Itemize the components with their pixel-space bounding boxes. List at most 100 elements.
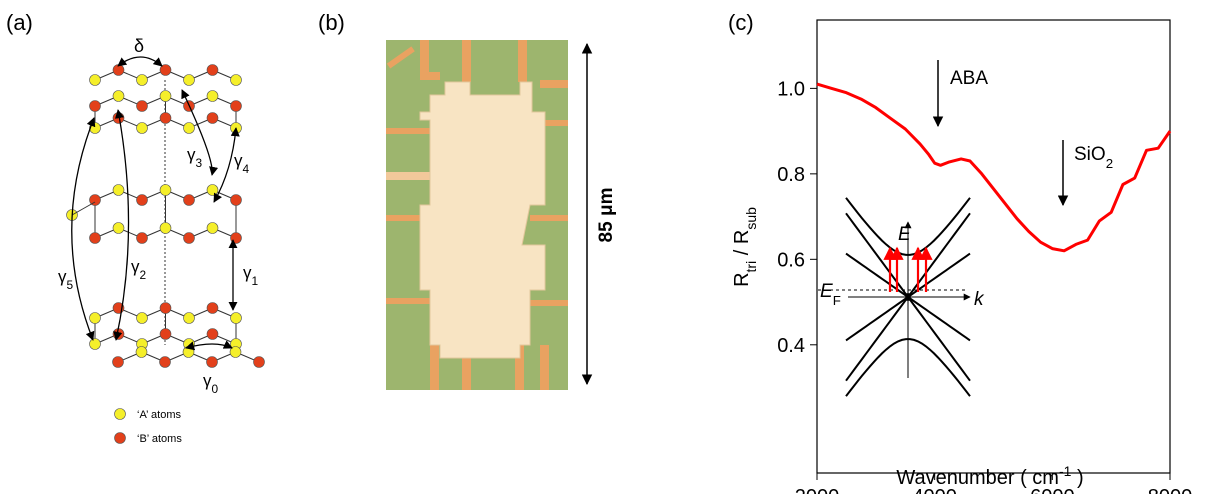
atom [135, 346, 148, 358]
atom [136, 100, 148, 112]
y-tick-label: 0.8 [777, 164, 805, 186]
atom [183, 74, 195, 86]
x-tick-label: 2000 [795, 486, 840, 494]
atom [206, 112, 219, 124]
atom [136, 74, 148, 86]
coupling-label-part: γ [58, 267, 67, 286]
atom [136, 194, 148, 206]
atom [136, 122, 148, 134]
y-tick-label: 1.0 [777, 78, 805, 100]
atom [159, 64, 172, 76]
atom [206, 328, 219, 340]
y-axis-label-part: tri [743, 261, 759, 273]
coupling-label-part: γ [187, 145, 196, 164]
y-axis-label: Rtri / Rsub [731, 207, 759, 287]
inset-label: EF [820, 281, 841, 308]
x-tick-label: 8000 [1148, 486, 1193, 494]
y-tick-label: 0.4 [777, 335, 805, 357]
atom [89, 74, 101, 86]
coupling-label-part: γ [243, 263, 252, 282]
coupling-label-part: γ [131, 257, 140, 276]
coupling-label: γ0 [203, 371, 219, 396]
graphene-flake [419, 81, 546, 359]
atom [183, 312, 195, 324]
plot-frame [816, 19, 1171, 474]
coupling-label: γ3 [187, 145, 203, 170]
atom [159, 302, 172, 314]
x-tick-label: 4000 [912, 486, 957, 494]
atom [89, 338, 101, 350]
atom [112, 356, 124, 368]
legend-swatch [114, 408, 126, 420]
coupling-label: γ5 [58, 267, 74, 292]
atom [206, 356, 218, 368]
x-axis-label-part: Wavenumber ( cm [896, 467, 1059, 489]
x-axis-label-part: -1 [1059, 463, 1072, 479]
coupling-label-part: 1 [252, 274, 259, 288]
coupling-label-part: 5 [67, 278, 74, 292]
hopping-arrow [213, 127, 240, 203]
atom [159, 90, 172, 102]
y-axis-label-part: R [731, 272, 753, 286]
legend-label: ‘B’ atoms [137, 433, 182, 445]
hopping-arrow [185, 340, 233, 351]
coupling-label: γ1 [243, 263, 259, 288]
atom [89, 100, 101, 112]
coupling-label-part: γ [203, 371, 212, 390]
x-axis-label-part: ) [1071, 467, 1083, 489]
micrograph: 85 μm [386, 40, 617, 390]
coupling-label-part: γ [234, 151, 243, 170]
hopping-arrow [113, 109, 130, 341]
legend-swatch [114, 432, 126, 444]
atom [112, 184, 125, 196]
atom [159, 222, 172, 234]
atom [159, 356, 171, 368]
coupling-label-part: 4 [243, 162, 250, 176]
atom [112, 222, 125, 234]
chart: 0.4 0.6 0.8 1.0 2000 4000 6000 8000 Wavenumber (… [731, 19, 1193, 494]
atom [230, 74, 242, 86]
inset-label-part: E [820, 281, 833, 302]
bond [71, 201, 96, 216]
coupling-label-part: 2 [140, 268, 147, 282]
inset-label: E [898, 224, 911, 245]
annotation: ABA [950, 68, 988, 89]
atom [206, 184, 219, 196]
coupling-label: δ [134, 36, 144, 56]
atom [253, 356, 265, 368]
atom [159, 184, 172, 196]
panel-label: (c) [728, 10, 754, 35]
atom [183, 232, 195, 244]
y-axis-label-part: sub [743, 207, 759, 230]
atom [206, 222, 219, 234]
atom [159, 112, 172, 124]
annotation: SiO2 [1074, 144, 1113, 171]
inset-label: k [974, 289, 985, 310]
inset-label-part: E [898, 224, 911, 245]
coupling-label-part: 0 [212, 382, 219, 396]
hopping-arrow [71, 117, 96, 341]
atom [136, 232, 148, 244]
atom [112, 90, 125, 102]
atom [159, 328, 172, 340]
annotation-part: ABA [950, 68, 988, 89]
panel-label: (b) [318, 10, 345, 35]
panel-label: (a) [6, 10, 33, 35]
electrodes [386, 40, 568, 390]
data-line [816, 82, 1172, 253]
atom [206, 90, 219, 102]
atom [230, 232, 242, 244]
atom [230, 100, 242, 112]
atom [183, 122, 195, 134]
legend-label: ‘A’ atoms [137, 409, 182, 421]
x-tick-label: 6000 [1030, 486, 1075, 494]
annotation-part: SiO [1074, 144, 1106, 165]
hopping-arrow [117, 56, 163, 67]
atom [206, 302, 219, 314]
inset-label-part: F [833, 293, 841, 308]
annotation-part: 2 [1106, 156, 1113, 171]
atom [182, 346, 195, 358]
atom [89, 232, 101, 244]
